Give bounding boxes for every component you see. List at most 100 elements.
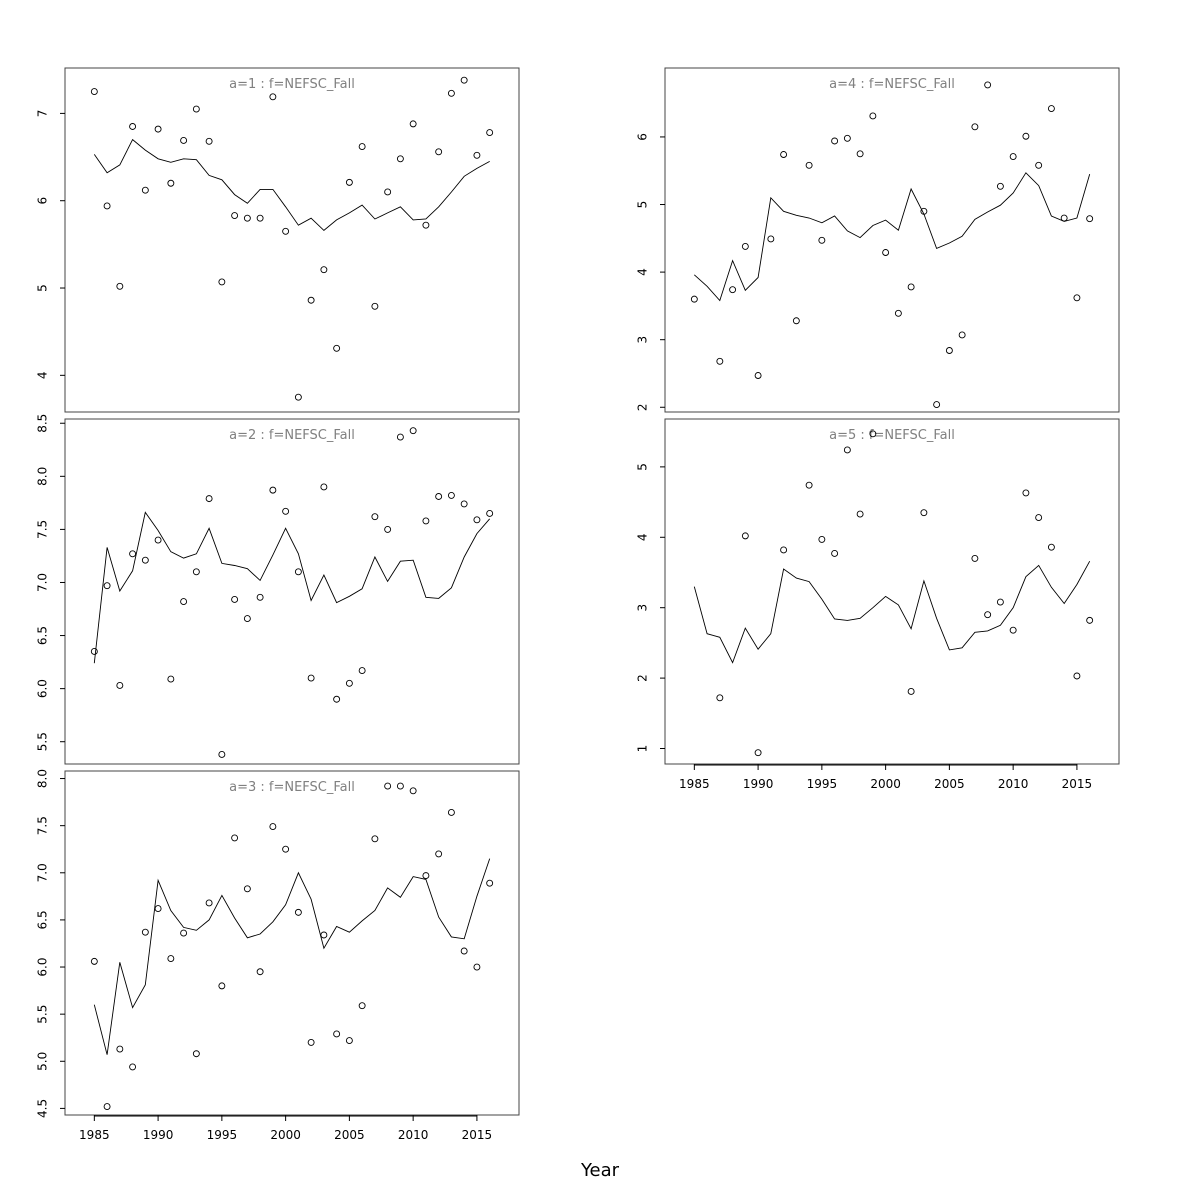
observed-point — [205, 137, 213, 145]
y-tick-label: 1 — [636, 745, 650, 753]
observed-point — [180, 137, 188, 144]
observed-point — [435, 850, 443, 858]
observed-point — [831, 550, 839, 557]
observed-point — [1035, 161, 1043, 169]
y-tick-label: 7.5 — [36, 816, 50, 835]
panel-3: a=3 : f=NEFSC_Fall 4.5 5.0 5.5 6.0 6.5 7.0 7.5 8… — [36, 769, 520, 1142]
y-tick-label: 8.5 — [36, 414, 50, 433]
x-tick-label: 1990 — [143, 1128, 174, 1142]
x-tick-label: 2010 — [998, 777, 1029, 791]
observed-point — [920, 207, 928, 215]
plot-frame — [64, 418, 520, 765]
observed-point — [729, 286, 737, 294]
observed-point — [422, 872, 430, 880]
observed-point — [116, 1045, 124, 1053]
observed-point — [460, 76, 468, 84]
observed-point — [754, 749, 762, 757]
observed-point — [1022, 489, 1030, 497]
observed-point — [307, 674, 315, 682]
observed-point — [818, 236, 826, 244]
observed-point — [843, 134, 851, 142]
panel-title: a=5 : f=NEFSC_Fall — [829, 428, 955, 443]
observed-point — [192, 1050, 200, 1058]
observed-point — [307, 1038, 315, 1046]
y-tick-label: 6 — [36, 197, 50, 205]
observed-point — [920, 509, 928, 517]
observed-points — [90, 427, 494, 758]
observed-point — [831, 137, 839, 145]
observed-point — [780, 546, 788, 554]
y-tick-label: 6.5 — [36, 626, 50, 645]
observed-point — [103, 582, 111, 590]
observed-point — [716, 694, 724, 702]
fitted-series-line — [93, 138, 490, 232]
observed-point — [231, 596, 239, 603]
y-axis: 4.5 5.0 5.5 6.0 6.5 7.0 7.5 8.0 — [36, 769, 65, 1118]
y-tick-label: 8.0 — [36, 467, 50, 486]
x-tick-label: 2000 — [270, 1128, 301, 1142]
observed-point — [256, 968, 264, 976]
x-tick-label: 2005 — [334, 1128, 365, 1142]
observed-point — [447, 809, 455, 816]
observed-point — [307, 296, 315, 304]
observed-point — [933, 401, 941, 409]
x-tick-label: 2005 — [934, 777, 965, 791]
plot-frame — [64, 67, 520, 413]
y-axis: 5.5 6.0 6.5 7.0 7.5 8.0 8.5 — [36, 414, 65, 751]
observed-point — [1009, 626, 1017, 634]
y-tick-label: 7.5 — [36, 520, 50, 539]
observed-point — [218, 278, 226, 286]
observed-points — [716, 430, 1094, 757]
observed-point — [358, 667, 366, 675]
observed-point — [971, 123, 979, 131]
y-tick-label: 5 — [636, 463, 650, 471]
observed-point — [409, 427, 417, 435]
observed-point — [435, 493, 443, 500]
x-tick-label: 2015 — [462, 1128, 493, 1142]
observed-point — [805, 161, 813, 169]
y-tick-label: 6.5 — [36, 910, 50, 929]
y-tick-label: 5.5 — [36, 1005, 50, 1024]
observed-point — [345, 1037, 353, 1044]
panel-5: a=5 : f=NEFSC_Fall 1 2 3 4 5 1985 1990 1995 2000 2… — [636, 418, 1120, 791]
observed-point — [167, 179, 175, 187]
y-tick-label: 2 — [636, 403, 650, 411]
observed-point — [282, 227, 290, 235]
observed-point — [473, 151, 481, 159]
observed-point — [243, 214, 251, 222]
observed-point — [333, 1030, 341, 1038]
observed-point — [243, 615, 251, 623]
panel-title: a=3 : f=NEFSC_Fall — [229, 780, 355, 795]
observed-point — [282, 845, 290, 853]
plot-frame — [664, 67, 1120, 413]
panel-1: a=1 : f=NEFSC_Fall 4 5 6 7 — [36, 67, 520, 413]
observed-point — [1022, 132, 1030, 140]
observed-point — [294, 393, 302, 401]
observed-point — [396, 782, 404, 790]
observed-point — [409, 787, 417, 795]
observed-point — [1060, 214, 1068, 222]
observed-point — [103, 202, 111, 210]
observed-point — [116, 282, 124, 290]
y-tick-label: 4 — [36, 372, 50, 380]
fitted-series-line — [93, 511, 491, 664]
x-axis: 1985 1990 1995 2000 2005 2010 2015 — [679, 764, 1092, 791]
observed-point — [141, 928, 149, 936]
observed-point — [792, 317, 800, 325]
observed-point — [984, 611, 992, 619]
observed-point — [741, 532, 749, 540]
observed-point — [422, 221, 430, 229]
fitted-series-line — [693, 560, 1091, 664]
observed-point — [333, 695, 341, 703]
observed-point — [971, 554, 979, 562]
observed-point — [269, 93, 277, 101]
x-tick-label: 2000 — [870, 777, 901, 791]
panel-title: a=2 : f=NEFSC_Fall — [229, 428, 355, 443]
y-axis: 4 5 6 7 — [36, 110, 65, 380]
observed-point — [269, 486, 277, 494]
observed-point — [358, 143, 366, 151]
observed-point — [882, 249, 890, 256]
observed-point — [409, 120, 417, 128]
observed-point — [320, 483, 328, 491]
